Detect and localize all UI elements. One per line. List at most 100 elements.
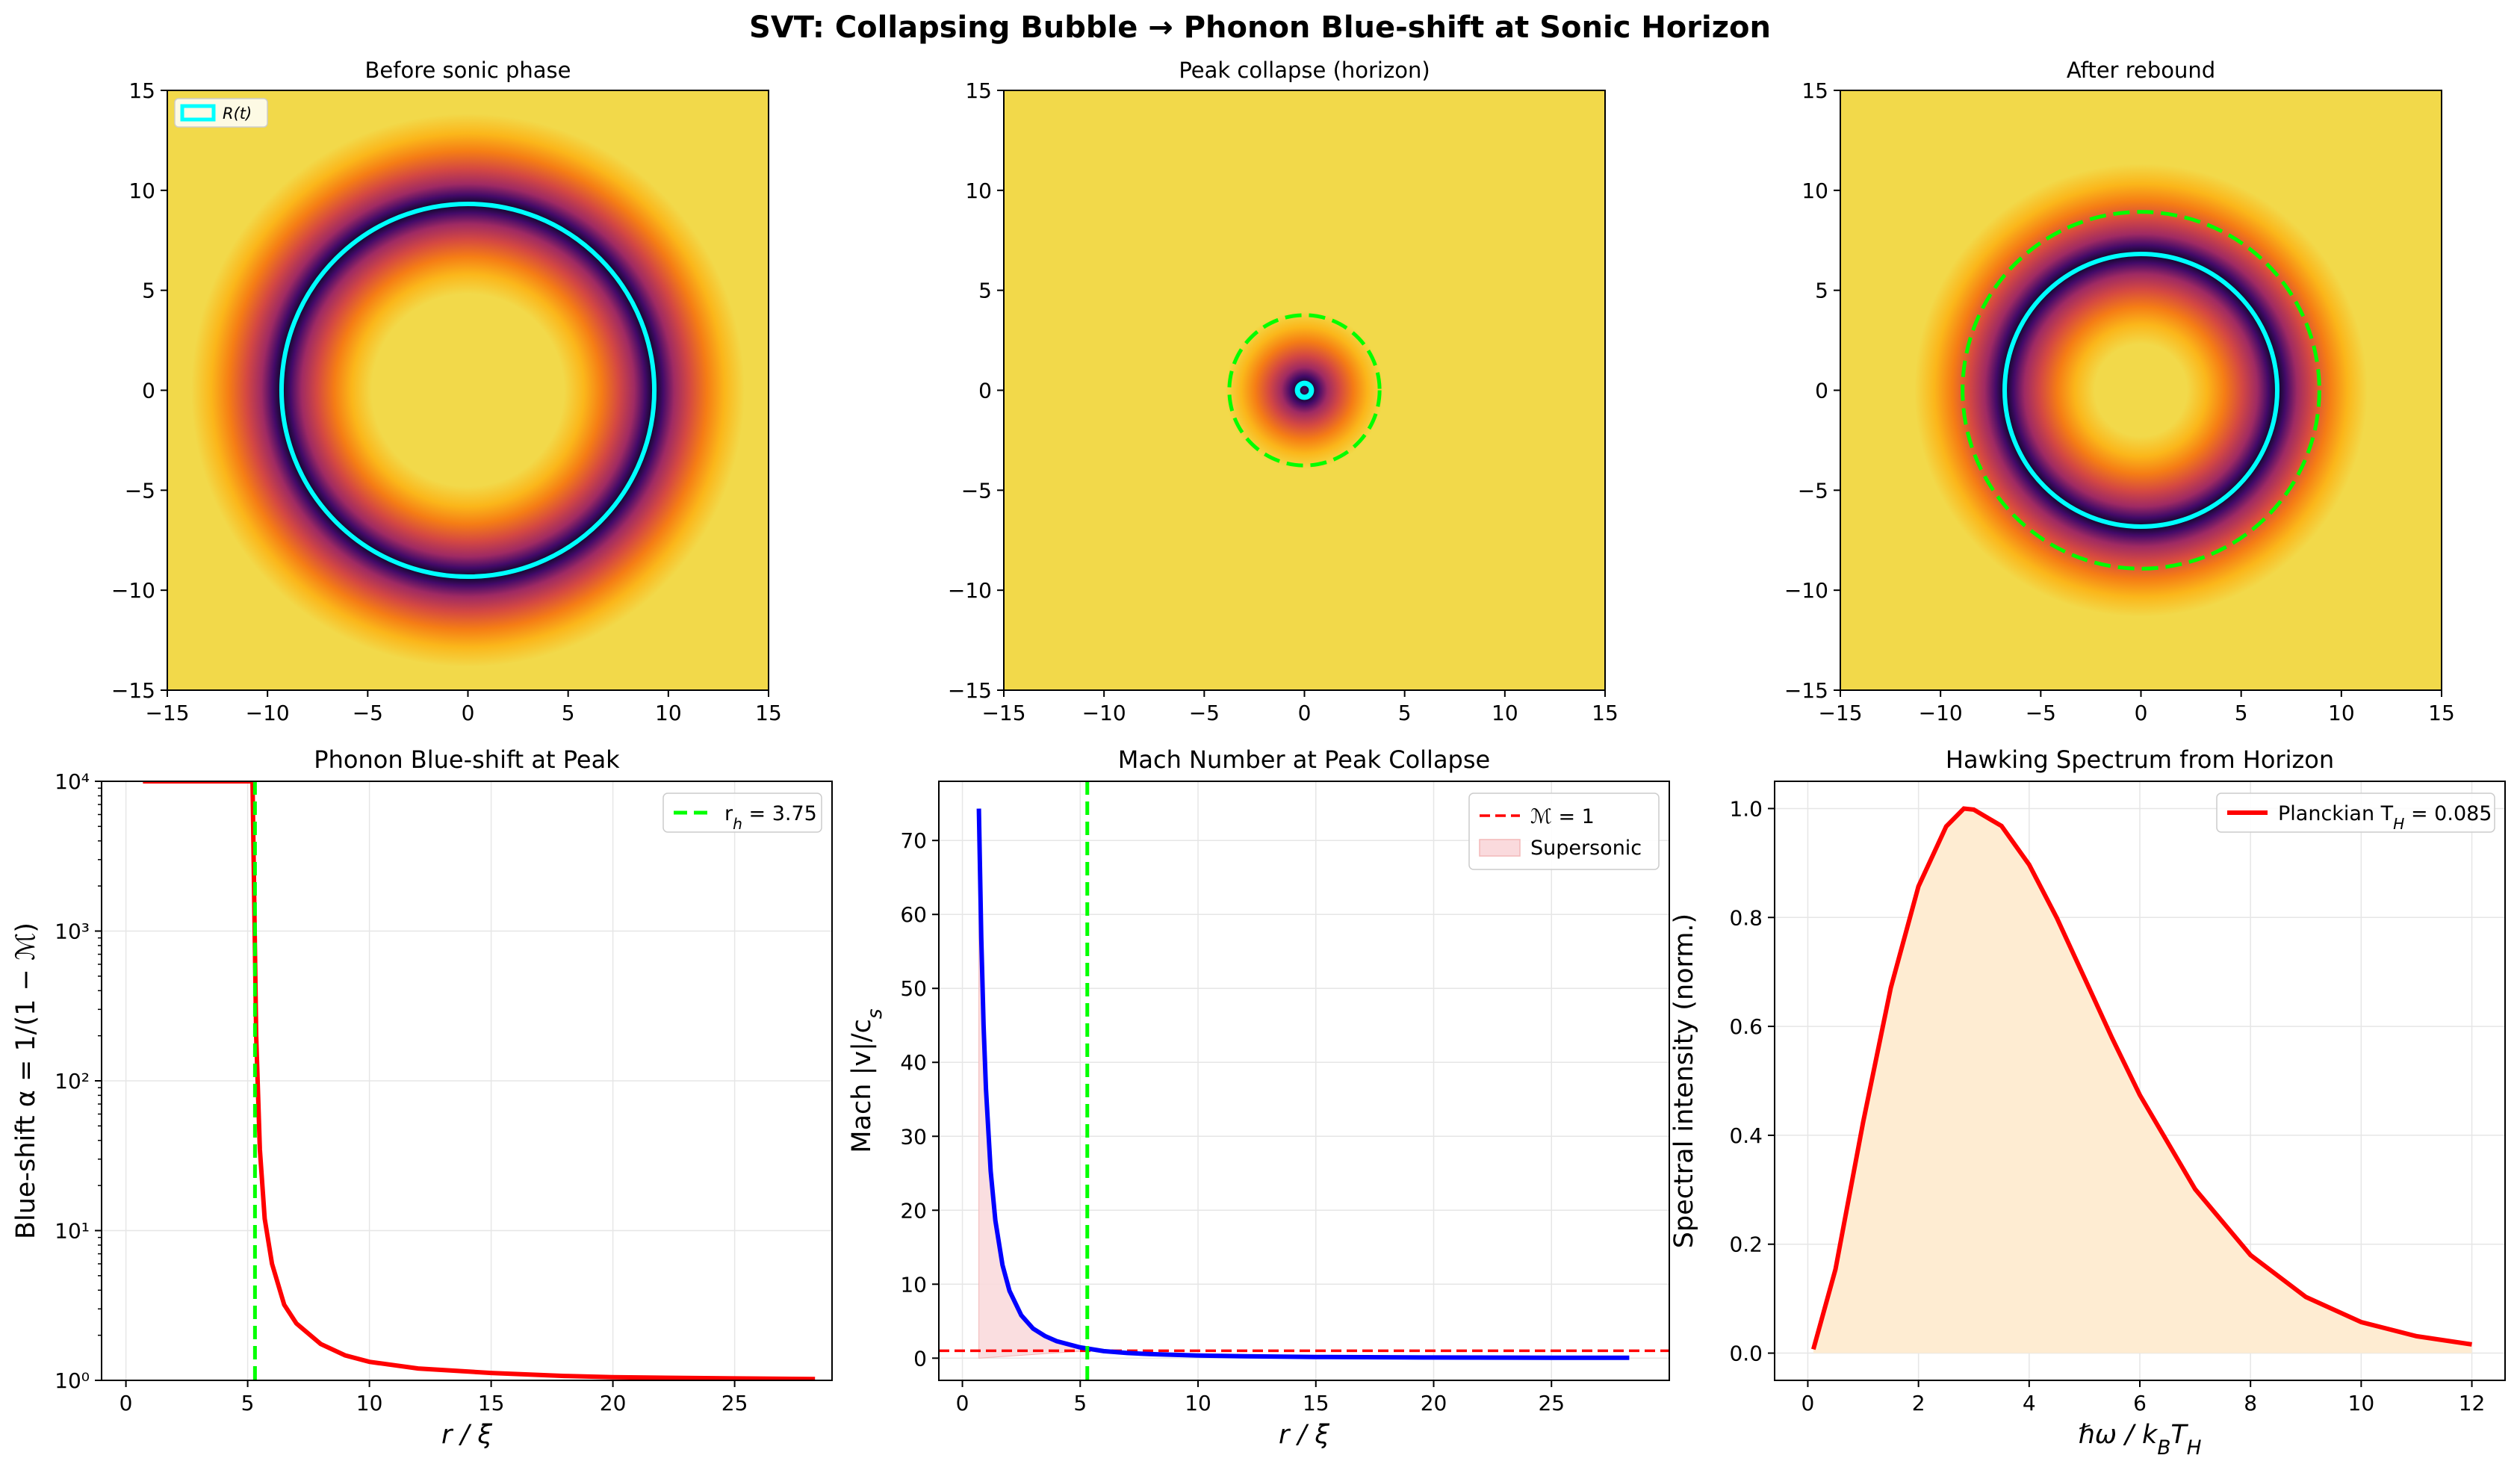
x-tick-label: 5: [241, 1391, 255, 1415]
supersonic-region: [978, 808, 1088, 1359]
plot-area: [143, 781, 816, 1380]
x-tick-label: 10: [2328, 701, 2355, 725]
x-tick-label: 20: [1421, 1391, 1447, 1415]
legend-label: Planckian TH = 0.085: [2278, 802, 2492, 833]
blueshift-panel: 0 5 10 15 20 25 10⁰ 10¹ 10² 10³ 10⁴ Phonon Blue-shi…: [11, 745, 833, 1450]
axes-frame: [1774, 781, 2506, 1381]
heatmap-panel-2: −15−15 −10 −10 −5 −5 0 0 5 5 10 10 15 15 Peak collaps…: [948, 58, 1619, 725]
x-tick-label: −10: [1082, 701, 1126, 725]
x-tick-label: 0: [120, 1391, 133, 1415]
legend-frame: [2216, 793, 2495, 833]
x-tick-label: 5: [1073, 1391, 1087, 1415]
y-tick-label: 0.4: [1729, 1123, 1763, 1148]
x-tick-label: 5: [2235, 701, 2248, 725]
y-tick-label: 1.0: [1729, 796, 1763, 821]
y-tick-label: 0.0: [1729, 1342, 1763, 1366]
x-tick-label: 0: [956, 1391, 969, 1415]
y-tick-label: 5: [1815, 279, 1828, 303]
x-tick-label: −15: [1818, 701, 1862, 725]
legend: Planckian TH = 0.085: [2216, 793, 2495, 833]
y-tick-label: 5: [978, 279, 992, 303]
y-tick-label: 10: [965, 179, 992, 203]
y-tick-label: 0: [1815, 379, 1828, 403]
x-tick-label: 10: [1492, 701, 1518, 725]
y-tick-label: 0: [142, 379, 155, 403]
sonic-horizon-circle: [1961, 210, 2321, 571]
panel-title: Before sonic phase: [365, 58, 571, 83]
x-tick-label: 10: [1185, 1391, 1211, 1415]
axes-frame: [101, 781, 833, 1381]
x-tick-label: 15: [1592, 701, 1619, 725]
y-tick-label: 30: [900, 1124, 927, 1149]
y-tick-label: 20: [900, 1198, 927, 1223]
y-tick-label: 5: [142, 279, 155, 303]
x-tick-label: 25: [721, 1391, 748, 1415]
legend: R(t): [174, 98, 268, 128]
y-tick-label: −15: [111, 678, 155, 703]
legend: rh = 3.75: [662, 793, 822, 833]
x-tick-label: 20: [600, 1391, 627, 1415]
x-tick-label: 2: [1912, 1391, 1925, 1415]
x-axis-label: r / ξ: [441, 1420, 492, 1450]
legend-label: R(t): [223, 105, 252, 122]
y-tick-label: −15: [1784, 678, 1828, 703]
panel-title: Hawking Spectrum from Horizon: [1946, 745, 2334, 774]
mach-curve: [976, 808, 1630, 1360]
y-tick-label: 10²: [55, 1069, 90, 1094]
x-tick-label: 15: [478, 1391, 505, 1415]
y-tick-label: 50: [900, 976, 927, 1001]
x-tick-label: 15: [755, 701, 782, 725]
x-tick-label: 10: [356, 1391, 383, 1415]
y-tick-label: −5: [125, 478, 155, 503]
x-axis-label: r / ξ: [1279, 1420, 1329, 1450]
x-tick-label: 5: [562, 701, 575, 725]
y-axis-label: Spectral intensity (norm.): [1669, 914, 1699, 1248]
legend-label: rh = 3.75: [724, 802, 817, 833]
heatmap-panel-1: −15−15 −10 −10 −5 −5 0 0 5 5 10 10 15 15 Before sonic…: [111, 58, 782, 725]
y-tick-label: 10⁰: [55, 1368, 90, 1393]
x-tick-label: 0: [2135, 701, 2148, 725]
y-tick-label: 0.6: [1729, 1014, 1763, 1039]
x-tick-label: 0: [1298, 701, 1312, 725]
x-tick-label: 25: [1538, 1391, 1565, 1415]
panel-title: Phonon Blue-shift at Peak: [314, 745, 620, 774]
y-tick-label: −10: [948, 578, 992, 603]
heatmap-panel-3: −15−15 −10 −10 −5 −5 0 0 5 5 10 10 15 15 After reboun…: [1784, 58, 2455, 725]
mach-panel: 0 5 10 15 20 25 0 10 20 30 40 50 60 70 Mach Number at …: [847, 745, 1670, 1450]
y-tick-label: 0.2: [1729, 1232, 1763, 1257]
bubble-radius-circle: [279, 201, 657, 580]
y-tick-label: 15: [128, 78, 155, 103]
legend-label: Supersonic: [1530, 837, 1642, 860]
x-tick-label: −5: [353, 701, 383, 725]
y-tick-label: 0: [913, 1346, 927, 1371]
y-tick-label: 10: [1801, 179, 1828, 203]
y-tick-label: −5: [961, 478, 992, 503]
y-tick-label: 60: [900, 902, 927, 927]
x-tick-label: 0: [462, 701, 475, 725]
y-tick-label: 0.8: [1729, 905, 1763, 930]
density-field: [167, 90, 769, 690]
y-tick-label: 15: [1801, 78, 1828, 103]
y-tick-label: −10: [1784, 578, 1828, 603]
x-tick-label: 15: [2428, 701, 2455, 725]
y-tick-label: 10⁴: [55, 769, 90, 794]
figure-suptitle: SVT: Collapsing Bubble → Phonon Blue-shi…: [749, 10, 1771, 45]
legend: ℳ = 1 Supersonic: [1468, 793, 1660, 870]
y-tick-label: 10: [128, 179, 155, 203]
density-field: [1840, 90, 2442, 690]
blueshift-curve: [143, 781, 816, 1380]
y-tick-label: 40: [900, 1050, 927, 1075]
spectrum-area: [1813, 808, 2472, 1353]
x-tick-label: 5: [1398, 701, 1412, 725]
legend-swatch: [1479, 839, 1521, 857]
x-tick-label: 10: [655, 701, 682, 725]
x-tick-label: 10: [2348, 1391, 2375, 1415]
sonic-horizon-circle: [1227, 313, 1382, 468]
legend-label: ℳ = 1: [1530, 805, 1595, 828]
x-tick-label: 6: [2133, 1391, 2147, 1415]
x-tick-label: 0: [1801, 1391, 1815, 1415]
y-tick-label: 10: [900, 1272, 927, 1297]
x-tick-label: 15: [1303, 1391, 1329, 1415]
x-tick-label: −10: [1919, 701, 1963, 725]
